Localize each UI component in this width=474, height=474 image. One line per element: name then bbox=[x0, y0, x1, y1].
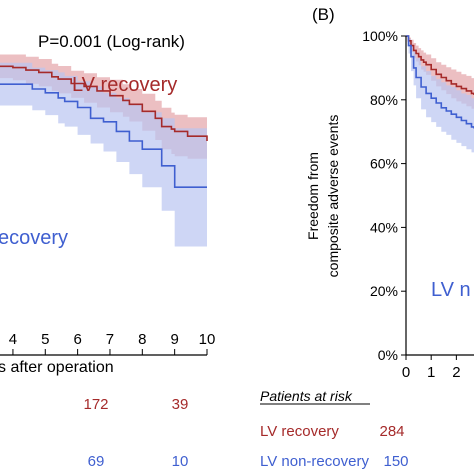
panel-b-survival-lines bbox=[406, 35, 474, 129]
x-tick-label: 0 bbox=[402, 364, 410, 381]
confidence-band-nonrecovery bbox=[406, 36, 474, 154]
panel-a-at-risk-nonrecovery-value: 69 bbox=[88, 453, 105, 470]
confidence-band-nonrecovery bbox=[0, 62, 207, 247]
x-tick-label: 2 bbox=[452, 364, 460, 381]
panel-b-at-risk-recovery-value: 284 bbox=[379, 423, 404, 440]
panel-a-x-ticks: 4 5 6 7 8 9 10 bbox=[9, 331, 216, 355]
panel-b-y-ticks: 100% 80% 60% 40% 20% 0% bbox=[362, 28, 406, 363]
x-tick-label: 10 bbox=[199, 331, 216, 348]
panel-b-y-axis-label-line2: composite adverse events bbox=[325, 115, 341, 278]
x-tick-label: 9 bbox=[170, 331, 178, 348]
panel-a-series-label-recovery: LV recovery bbox=[72, 74, 177, 96]
x-tick-label: 4 bbox=[9, 331, 17, 348]
panel-a-confidence-bands bbox=[0, 54, 207, 247]
panel-a-at-risk-recovery-value: 172 bbox=[83, 396, 108, 413]
panel-b-at-risk-nonrecovery-name: LV non-recovery bbox=[260, 453, 369, 470]
survival-line-nonrecovery bbox=[0, 83, 207, 188]
y-tick-label: 100% bbox=[362, 28, 398, 44]
panel-a-survival-lines bbox=[0, 65, 208, 188]
panel-b-at-risk-recovery-name: LV recovery bbox=[260, 423, 339, 440]
y-tick-label: 40% bbox=[370, 219, 398, 235]
x-tick-label: 5 bbox=[41, 331, 49, 348]
y-tick-label: 80% bbox=[370, 92, 398, 108]
panel-b-label: (B) bbox=[312, 5, 335, 24]
survival-line-recovery bbox=[0, 65, 208, 141]
panel-b-y-axis-label-line1: Freedom from bbox=[305, 152, 321, 240]
panel-a-x-axis-label: s after operation bbox=[0, 359, 114, 376]
x-tick-label: 8 bbox=[138, 331, 146, 348]
survival-line-nonrecovery bbox=[406, 35, 474, 129]
panel-a-series-label-nonrecovery: ecovery bbox=[0, 227, 68, 249]
panel-b-series-label-nonrecovery: LV n bbox=[431, 279, 471, 301]
x-tick-label: 6 bbox=[73, 331, 81, 348]
y-tick-label: 0% bbox=[378, 347, 398, 363]
y-tick-label: 60% bbox=[370, 156, 398, 172]
x-tick-label: 7 bbox=[106, 331, 114, 348]
survival-line-recovery bbox=[406, 35, 474, 95]
panel-a: 4 5 6 7 8 9 10 P=0.001 (Log-rank) LV recovery … bbox=[0, 32, 215, 470]
panel-b-at-risk-title: Patients at risk bbox=[260, 388, 353, 404]
panel-a-logrank-annotation: P=0.001 (Log-rank) bbox=[38, 32, 185, 51]
panel-b-at-risk-table: Patients at risk LV recovery 284 LV non-… bbox=[260, 388, 409, 470]
panel-a-at-risk-nonrecovery-value: 10 bbox=[172, 453, 189, 470]
panel-a-at-risk-table: 172 39 69 10 bbox=[83, 396, 188, 470]
y-tick-label: 20% bbox=[370, 283, 398, 299]
x-tick-label: 1 bbox=[427, 364, 435, 381]
panel-b-at-risk-nonrecovery-value: 150 bbox=[383, 453, 408, 470]
panel-a-at-risk-recovery-value: 39 bbox=[172, 396, 189, 413]
